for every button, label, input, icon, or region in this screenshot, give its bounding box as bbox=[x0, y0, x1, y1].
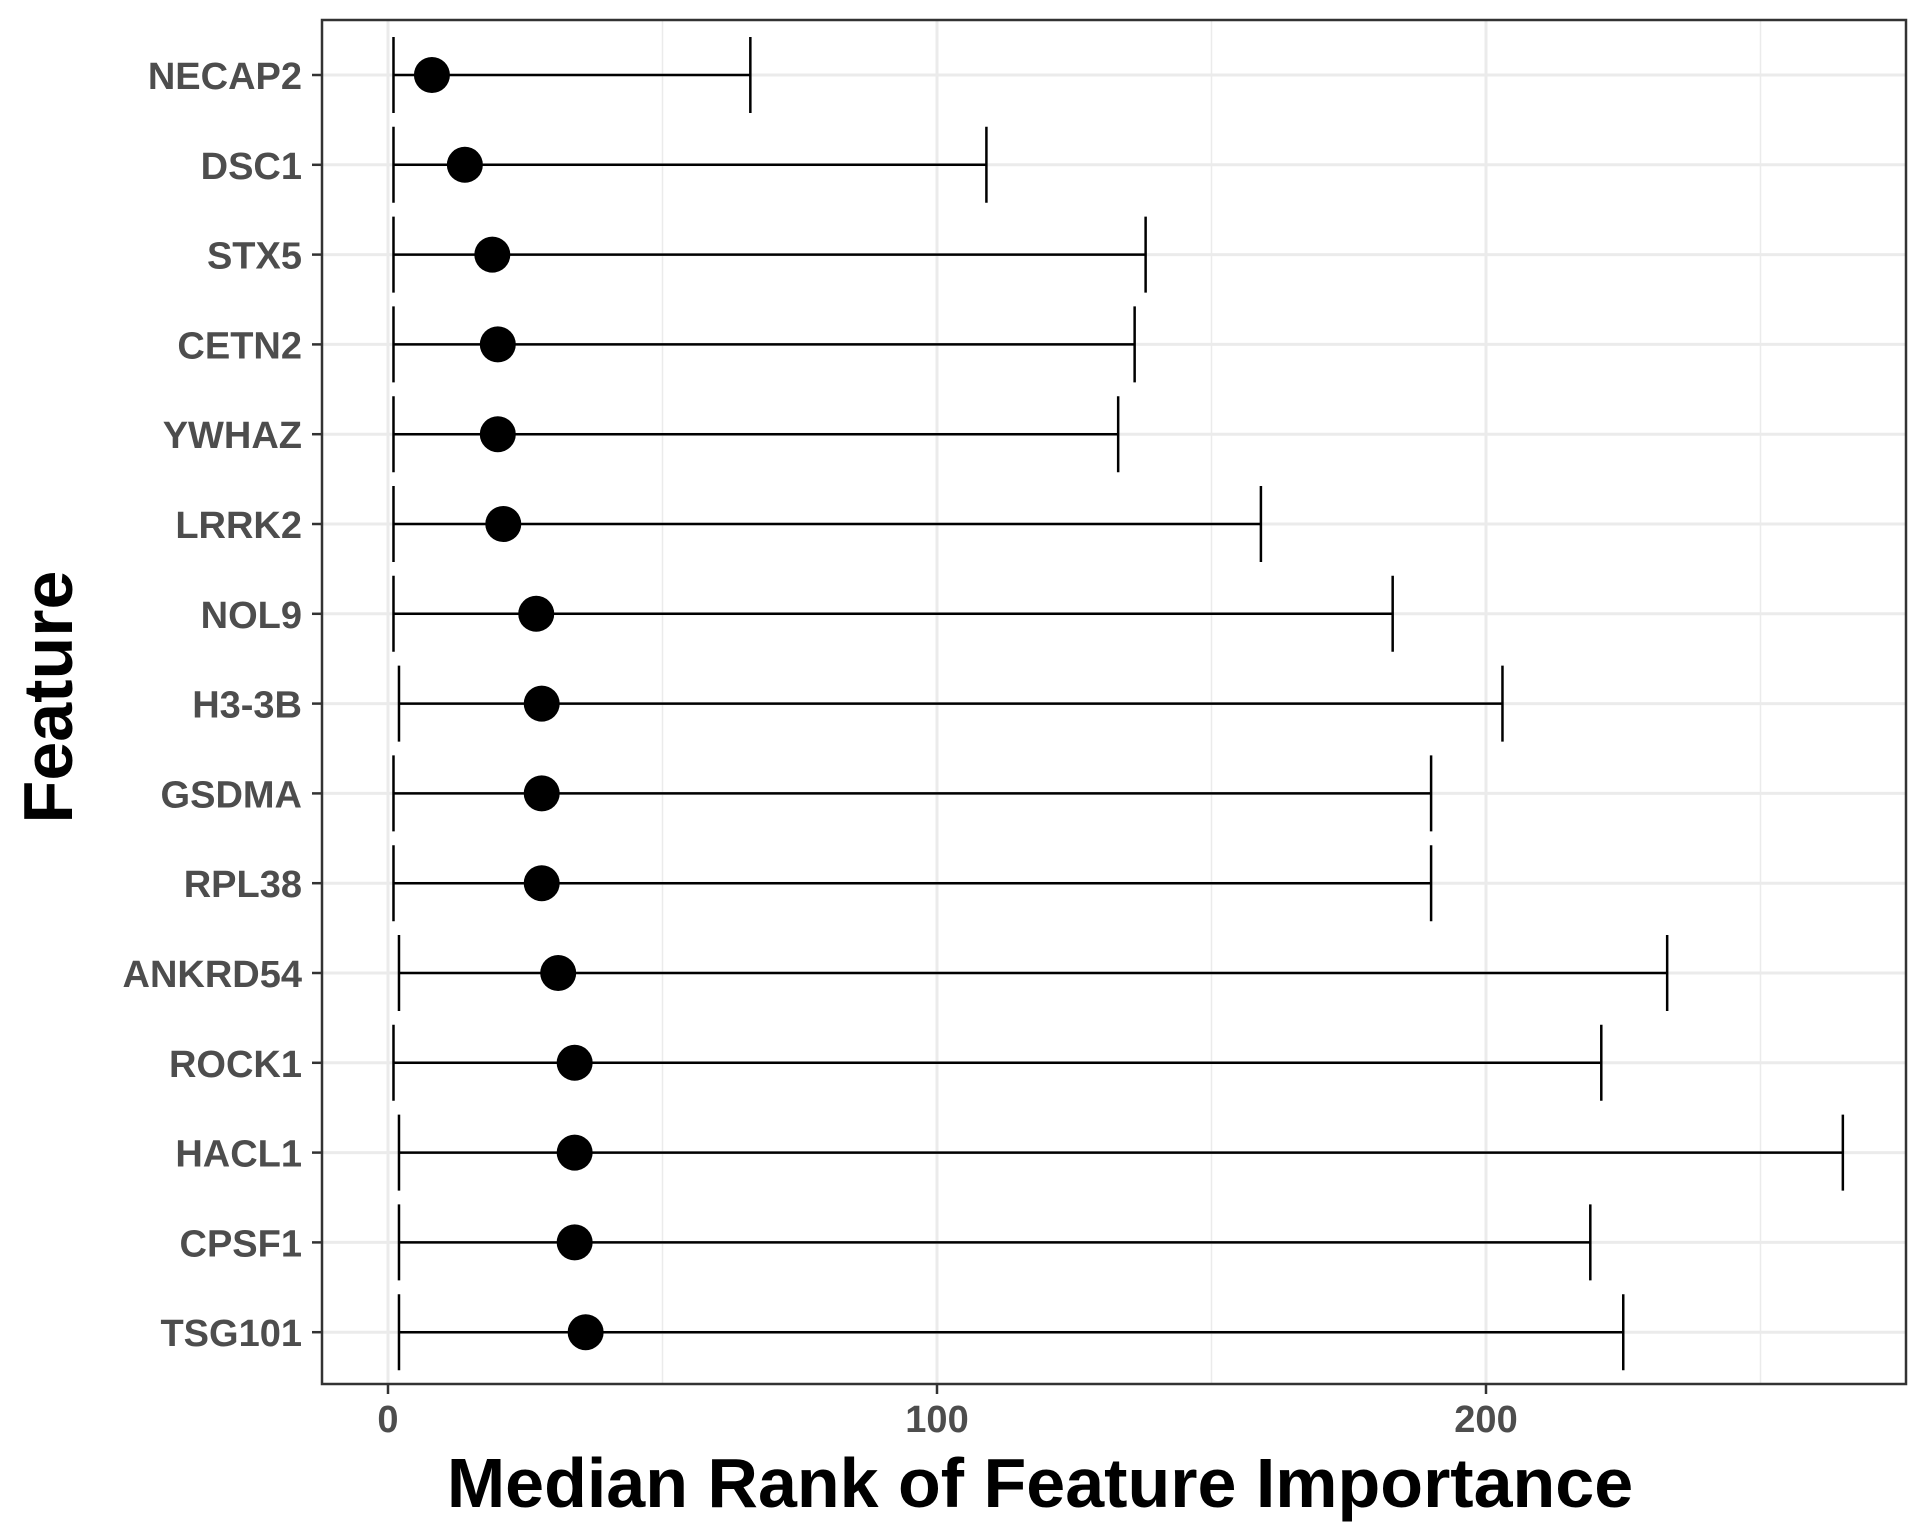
median-point bbox=[556, 1134, 593, 1171]
y-tick-label: YWHAZ bbox=[163, 415, 302, 457]
y-tick-label: TSG101 bbox=[160, 1313, 302, 1355]
median-point bbox=[518, 595, 555, 632]
median-point bbox=[556, 1224, 593, 1261]
median-point bbox=[474, 236, 511, 273]
median-point bbox=[413, 57, 450, 93]
y-tick-label: NECAP2 bbox=[148, 56, 302, 98]
panel-border bbox=[320, 18, 1908, 1386]
y-tick-label: ROCK1 bbox=[169, 1044, 302, 1086]
y-tick-label: ANKRD54 bbox=[123, 954, 302, 996]
x-tick-label: 100 bbox=[905, 1399, 968, 1441]
y-tick-label: H3-3B bbox=[192, 685, 302, 727]
median-point bbox=[556, 1044, 593, 1081]
point-layer bbox=[413, 57, 604, 1351]
median-point bbox=[540, 955, 577, 991]
median-point bbox=[479, 416, 516, 453]
range-layer bbox=[392, 37, 1845, 1371]
y-tick-label: DSC1 bbox=[201, 146, 302, 188]
y-tick-label: RPL38 bbox=[184, 864, 302, 906]
y-axis-title: Feature bbox=[9, 571, 87, 824]
median-point bbox=[523, 775, 560, 812]
median-point bbox=[485, 506, 522, 542]
y-tick-label: CPSF1 bbox=[180, 1223, 302, 1265]
y-tick-label: CETN2 bbox=[177, 325, 302, 367]
median-point bbox=[567, 1314, 604, 1351]
y-tick-label: HACL1 bbox=[175, 1134, 302, 1176]
x-axis-title: Median Rank of Feature Importance bbox=[447, 1444, 1633, 1522]
x-tick-label: 200 bbox=[1454, 1399, 1517, 1441]
y-tick-label: NOL9 bbox=[201, 595, 302, 637]
median-point bbox=[446, 146, 483, 183]
y-tick-label: LRRK2 bbox=[175, 505, 302, 547]
y-tick-label: GSDMA bbox=[161, 774, 302, 816]
axis-layer: NECAP2 DSC1 STX5 CETN2 YWHAZ LRRK2 NOL9 H3-3B GS… bbox=[123, 18, 1908, 1441]
median-point bbox=[523, 865, 560, 902]
median-point bbox=[523, 685, 560, 722]
x-tick-label: 0 bbox=[377, 1399, 398, 1441]
median-point bbox=[479, 326, 516, 363]
y-tick-label: STX5 bbox=[207, 236, 302, 278]
